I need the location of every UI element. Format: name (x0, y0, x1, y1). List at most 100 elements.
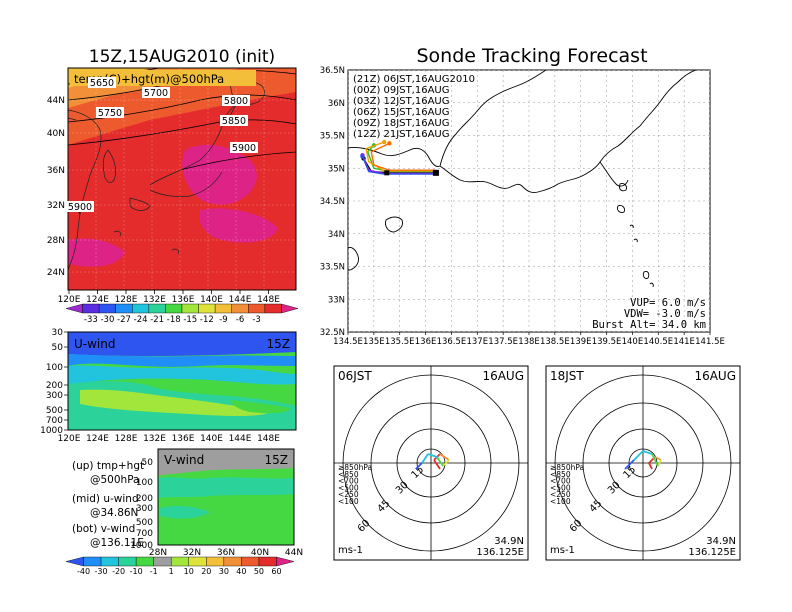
track-info-vup: VUP= 6.0 m/s (630, 297, 706, 309)
upper-contour-label-bg (142, 87, 170, 98)
upper-x-tick-label: 136E (172, 295, 195, 305)
v-y-tick-label: 100 (136, 478, 153, 488)
polar-hodograph-segment (436, 456, 444, 467)
polar-hodograph-segment (642, 450, 653, 455)
track-y-tick-label: 36N (328, 99, 345, 109)
upper-contour-label: 5700 (144, 88, 168, 99)
upper-contour-label-bg (96, 107, 124, 118)
upper-colorbar-swatch (148, 303, 166, 314)
polar-06-hodograph (415, 453, 450, 470)
track-x-tick-label: 135.5E (385, 337, 415, 347)
track-end-marker-5 (387, 141, 392, 146)
wind-colorbar-label: -10 (130, 567, 143, 576)
polar-hodograph-segment (427, 453, 438, 458)
polar-06-lat: 34.9N (494, 536, 524, 547)
polar-hodograph-segment (654, 456, 662, 461)
polar-06-time: 06JST (338, 369, 372, 383)
u-y-tick-label: 30 (52, 328, 64, 338)
polar-18-hodograph (624, 450, 662, 470)
wind-colorbar-label: 50 (254, 567, 264, 576)
track-x-tick-label: 134.5E (333, 337, 363, 347)
upper-x-tick-label: 140E (200, 295, 223, 305)
track-y-tick-label: 33N (328, 295, 345, 305)
polar-18-lat: 34.9N (706, 536, 736, 547)
track-y-tick-label: 34.5N (320, 197, 345, 207)
track-legend-entry-4: (09Z) 18JST,16AUG (353, 118, 450, 129)
upper-map-x-ticks: 120E 124E 128E 132E 136E 140E 144E 148E (58, 290, 280, 305)
note-mid-line1: (mid) u-wind (72, 493, 139, 505)
track-x-tick-label: 137E (466, 337, 488, 347)
v-y-tick-label: 700 (136, 529, 153, 539)
v-y-tick-label: 200 (136, 494, 153, 504)
polar-ring (554, 374, 732, 552)
track-legend-entry-2: (03Z) 12JST,16AUG (353, 96, 450, 107)
polar-legend-entry: <700 (338, 477, 359, 486)
polar-18-lon: 136.125E (688, 547, 736, 558)
upper-colorbar-swatch (248, 303, 266, 314)
polar-legend-entry: ≥850hPa (338, 463, 372, 472)
track-x-tick-label: 135E (363, 337, 385, 347)
upper-x-tick-label: 128E (115, 295, 138, 305)
upper-colorbar-label: -18 (167, 315, 181, 325)
v-y-tick-label: 500 (136, 518, 153, 528)
v-x-tick-label: 36N (217, 548, 235, 558)
upper-x-tick-label: 144E (229, 295, 252, 305)
wind-colorbar-swatch (65, 556, 84, 567)
track-launch-marker (432, 169, 439, 176)
polar-hodograph-segment (624, 459, 635, 470)
u-wind-time: 15Z (267, 337, 291, 351)
u-y-tick-label: 200 (46, 381, 63, 391)
track-legend-entry-3: (06Z) 15JST,16AUG (353, 107, 450, 118)
u-x-tick-label: 144E (229, 434, 252, 444)
polar-hodograph-segment (651, 453, 659, 467)
legend-notes: (up) tmp+hgt @500hPa (mid) u-wind @34.86… (72, 460, 144, 549)
wind-colorbar-label: 60 (271, 567, 281, 576)
upper-y-tick-label: 32N (47, 201, 65, 211)
upper-colorbar-label: -12 (200, 315, 214, 325)
upper-colorbar-label: -24 (134, 315, 148, 325)
upper-x-tick-label: 132E (143, 295, 166, 305)
track-lines (360, 139, 439, 176)
track-x-tick-label: 139E (570, 337, 592, 347)
track-y-tick-label: 35.5N (320, 132, 345, 142)
polar-06-date: 16AUG (482, 369, 524, 383)
upper-contour-label-bg (220, 115, 248, 126)
u-wind-green-patch (230, 400, 290, 414)
v-wind-x-ticks: 28N 32N 36N 40N 44N (149, 548, 303, 558)
track-map-panel: (21Z) 06JST,16AUG2010(00Z) 09JST,16AUG(0… (320, 66, 725, 347)
polar-hodograph-segment (442, 459, 450, 467)
track-x-ticks: 134.5E 135E 135.5E 136E 136.5E 137E 137.5E 138E… (333, 332, 725, 347)
u-wind-light-green-layer (80, 389, 270, 416)
track-map-coastlines (348, 70, 697, 288)
polar-legend-entry: <100 (338, 497, 359, 506)
v-y-tick-label: 1000 (130, 541, 153, 551)
wind-colorbar-label: 30 (219, 567, 229, 576)
upper-colorbar-swatch (181, 303, 199, 314)
upper-colorbar-label: -21 (150, 315, 164, 325)
right-title: Sonde Tracking Forecast (416, 45, 647, 67)
upper-map-panel: temp(C)+hgt(m)@500hPa 565057005750580058… (47, 67, 299, 325)
note-up-line2: @500hPa (90, 474, 140, 486)
v-x-tick-label: 40N (251, 548, 269, 558)
upper-contour-label: 5800 (224, 96, 248, 107)
upper-contour-label: 5900 (68, 202, 92, 213)
u-x-tick-label: 128E (115, 434, 138, 444)
upper-x-tick-label: 120E (58, 295, 81, 305)
upper-colorbar-label: -6 (236, 315, 244, 325)
upper-y-tick-label: 40N (47, 129, 65, 139)
u-y-tick-label: 50 (52, 343, 64, 353)
u-x-tick-label: 124E (86, 434, 109, 444)
track-mid-marker (384, 170, 390, 176)
u-wind-mid-blue-layer (68, 354, 296, 367)
polar-legend-entry: <700 (550, 477, 571, 486)
polar-hodograph-segment (439, 453, 450, 461)
polar-legend-entry: <850 (550, 470, 571, 479)
polar-hodograph-segment (415, 462, 423, 470)
v-wind-teal-layer (158, 477, 294, 498)
polar-legend-entry: <850 (338, 470, 359, 479)
polar-legend-entry: <250 (550, 490, 571, 499)
upper-contour-label-bg (88, 77, 116, 88)
